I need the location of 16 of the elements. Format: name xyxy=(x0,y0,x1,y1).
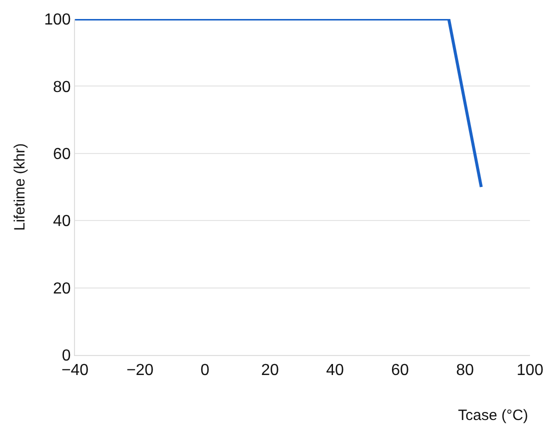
x-tick-label: −20 xyxy=(126,362,154,380)
y-axis-title: Lifetime (khr) xyxy=(11,143,28,231)
y-tick-label: 100 xyxy=(44,12,71,29)
x-tick-label: 80 xyxy=(456,362,474,380)
y-tick-label: 80 xyxy=(53,78,71,96)
x-tick-label: 100 xyxy=(516,362,544,380)
x-tick-label: 60 xyxy=(391,362,409,380)
x-tick-label: 40 xyxy=(326,362,344,380)
y-tick-label: 40 xyxy=(53,213,71,230)
x-tick-label: −40 xyxy=(61,362,89,380)
y-tick-label: 20 xyxy=(53,280,71,298)
x-axis-title: Tcase (°C) xyxy=(458,407,528,424)
x-tick-label: 0 xyxy=(200,362,210,380)
y-tick-label: 0 xyxy=(62,348,71,365)
y-tick-label: 60 xyxy=(53,146,71,163)
x-tick-label: 20 xyxy=(261,362,279,380)
